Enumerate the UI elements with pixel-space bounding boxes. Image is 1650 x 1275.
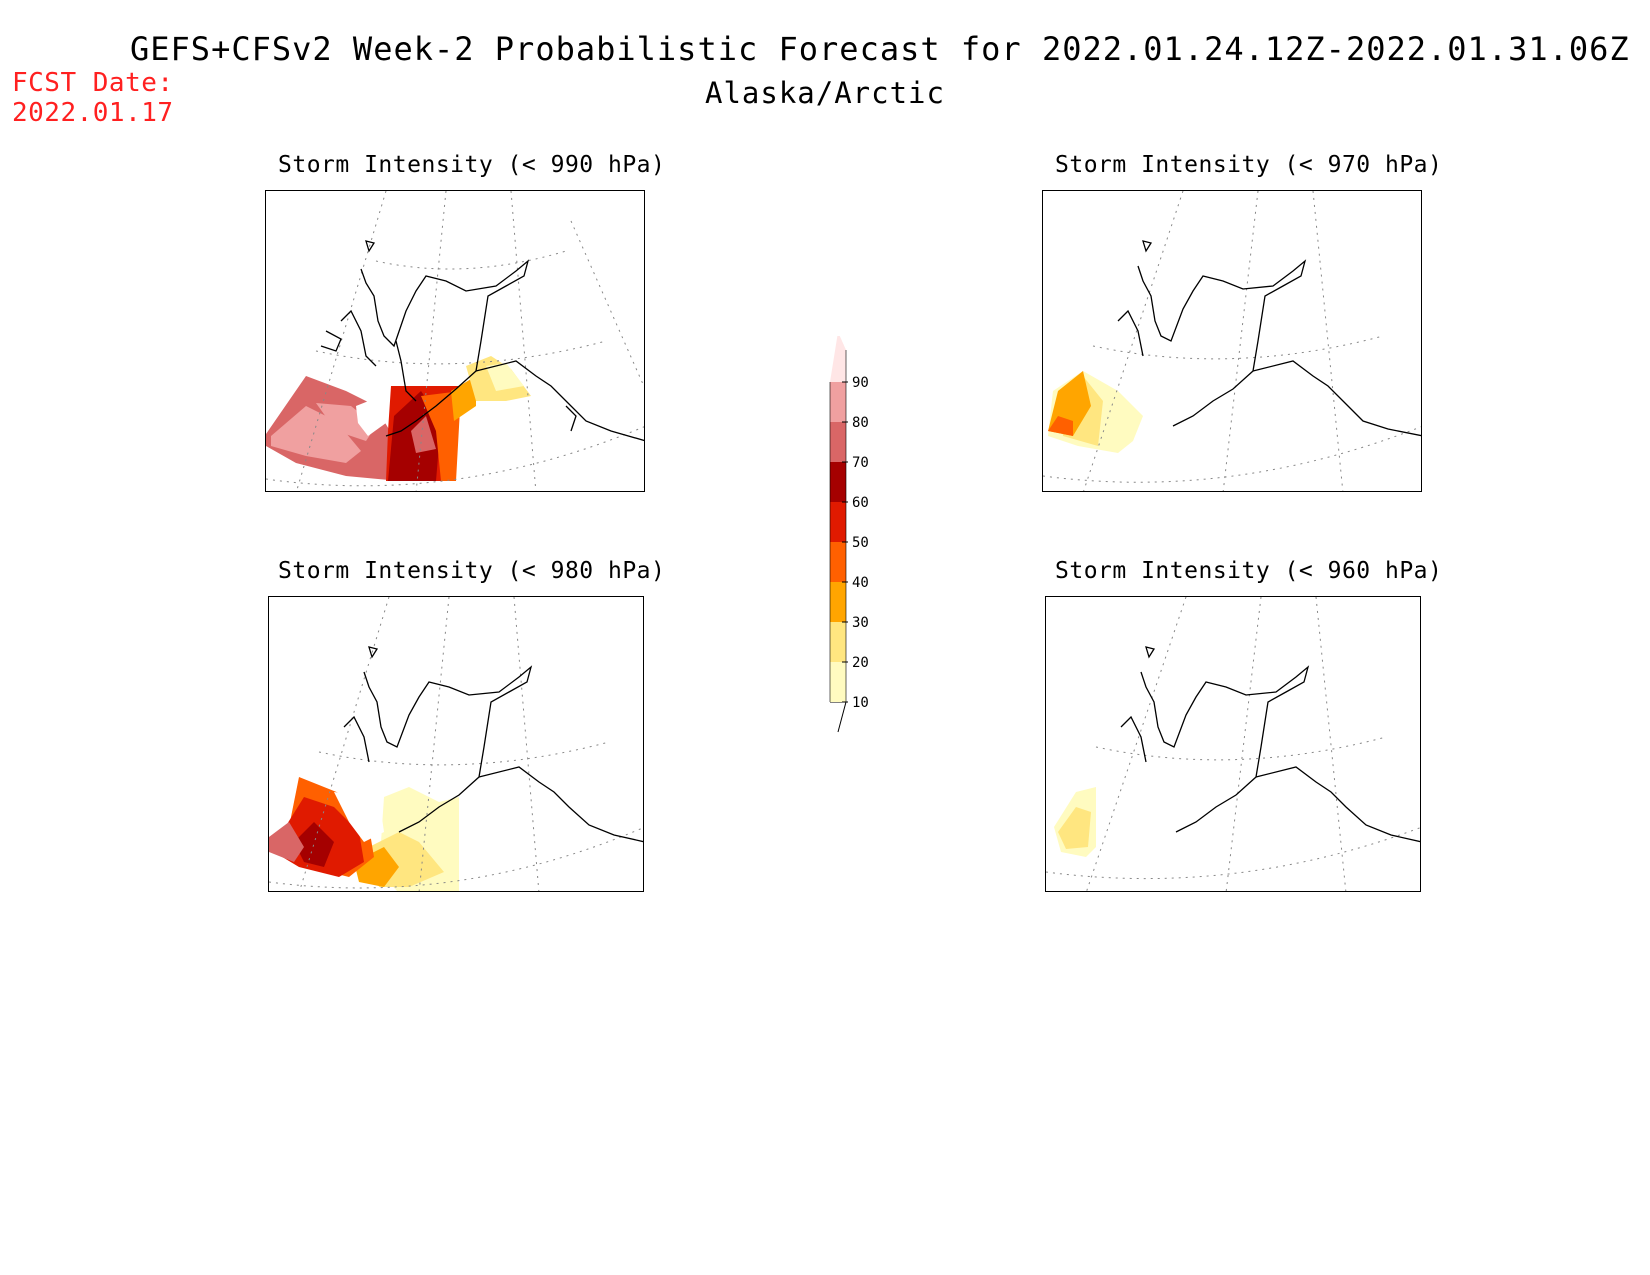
colorbar-label-20: 20 [852,655,869,671]
map-graticule [1043,191,1421,491]
fcst-date-label: FCST Date: [12,68,174,98]
map-990-svg [266,191,644,491]
panel-title-980: Storm Intensity (< 980 hPa) [278,558,666,584]
colorbar: 10 20 30 40 50 60 70 80 90 [820,332,880,736]
colorbar-swatch-1 [830,622,846,662]
colorbar-outline [829,350,847,702]
panel-title-960: Storm Intensity (< 960 hPa) [1055,558,1443,584]
coastline [320,240,644,442]
map-graticule [1046,597,1420,891]
map-panel-990 [265,190,645,492]
probability-shading [266,356,531,481]
map-960-svg [1046,597,1420,891]
map-panel-970 [1042,190,1422,492]
fcst-date-block: FCST Date: 2022.01.17 [12,68,174,128]
colorbar-swatch-0 [830,662,846,702]
fcst-date-value: 2022.01.17 [12,98,174,128]
colorbar-label-80: 80 [852,415,869,431]
map-panel-960 [1045,596,1421,892]
probability-shading [269,777,459,891]
colorbar-svg: 10 20 30 40 50 60 70 80 90 [829,332,869,733]
forecast-title: GEFS+CFSv2 Week-2 Probabilistic Forecast… [130,30,1630,68]
coastline [343,646,643,843]
colorbar-label-60: 60 [852,495,869,511]
colorbar-swatch-6 [830,422,846,462]
coastline [1120,646,1420,843]
colorbar-label-10: 10 [852,695,869,711]
panel-title-970: Storm Intensity (< 970 hPa) [1055,152,1443,178]
colorbar-label-90: 90 [852,375,869,391]
map-panel-980 [268,596,644,892]
colorbar-swatch-7 [830,382,846,422]
colorbar-label-70: 70 [852,455,869,471]
colorbar-swatch-4 [830,502,846,542]
probability-shading [1054,787,1096,857]
colorbar-label-30: 30 [852,615,869,631]
colorbar-bottom-extension [830,701,847,733]
map-980-svg [269,597,643,891]
panel-title-990: Storm Intensity (< 990 hPa) [278,152,666,178]
coastline [1117,240,1421,437]
map-graticule [269,597,643,891]
probability-shading [1048,371,1143,453]
region-subtitle: Alaska/Arctic [705,76,945,110]
colorbar-swatch-3 [830,542,846,582]
colorbar-swatch-2 [830,582,846,622]
map-970-svg [1043,191,1421,491]
colorbar-label-50: 50 [852,535,869,551]
colorbar-swatch-5 [830,462,846,502]
map-graticule [266,191,644,491]
colorbar-swatch-8 [830,332,846,382]
colorbar-label-40: 40 [852,575,869,591]
